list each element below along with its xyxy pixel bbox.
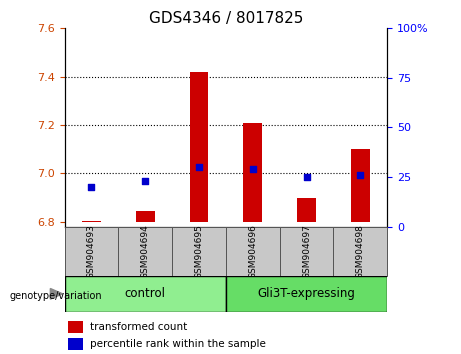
Bar bbox=[68, 338, 83, 350]
Point bbox=[142, 178, 149, 184]
FancyBboxPatch shape bbox=[280, 227, 333, 276]
FancyBboxPatch shape bbox=[65, 276, 226, 312]
Polygon shape bbox=[50, 289, 63, 299]
Bar bbox=[136, 211, 154, 222]
Point bbox=[249, 166, 256, 172]
FancyBboxPatch shape bbox=[333, 227, 387, 276]
Title: GDS4346 / 8017825: GDS4346 / 8017825 bbox=[149, 11, 303, 26]
Text: transformed count: transformed count bbox=[90, 322, 188, 332]
Text: GSM904694: GSM904694 bbox=[141, 224, 150, 279]
Text: GSM904698: GSM904698 bbox=[356, 224, 365, 279]
Text: GSM904693: GSM904693 bbox=[87, 224, 96, 279]
Text: GSM904697: GSM904697 bbox=[302, 224, 311, 279]
Bar bbox=[68, 321, 83, 333]
Bar bbox=[189, 72, 208, 222]
FancyBboxPatch shape bbox=[226, 227, 280, 276]
FancyBboxPatch shape bbox=[172, 227, 226, 276]
FancyBboxPatch shape bbox=[118, 227, 172, 276]
Point bbox=[195, 164, 203, 170]
Point bbox=[88, 184, 95, 190]
FancyBboxPatch shape bbox=[65, 227, 118, 276]
Bar bbox=[297, 198, 316, 222]
Text: percentile rank within the sample: percentile rank within the sample bbox=[90, 339, 266, 349]
Bar bbox=[351, 149, 370, 222]
Text: GSM904695: GSM904695 bbox=[195, 224, 203, 279]
Bar bbox=[82, 221, 101, 222]
Text: control: control bbox=[125, 287, 165, 300]
Text: GSM904696: GSM904696 bbox=[248, 224, 257, 279]
Text: genotype/variation: genotype/variation bbox=[9, 291, 102, 301]
Bar bbox=[243, 122, 262, 222]
Text: Gli3T-expressing: Gli3T-expressing bbox=[258, 287, 355, 300]
Point bbox=[357, 172, 364, 178]
Point bbox=[303, 174, 310, 180]
FancyBboxPatch shape bbox=[226, 276, 387, 312]
